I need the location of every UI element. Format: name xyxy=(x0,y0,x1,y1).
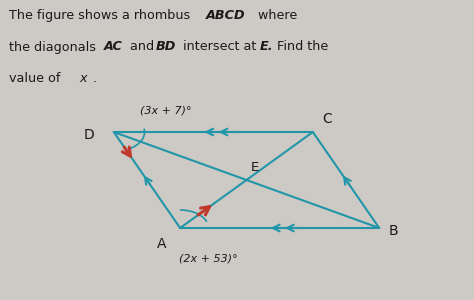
Text: D: D xyxy=(84,128,95,142)
Text: value of: value of xyxy=(9,72,65,85)
Text: x: x xyxy=(80,72,87,85)
Text: intersect at: intersect at xyxy=(179,40,261,53)
Text: A: A xyxy=(156,237,166,251)
Text: (2x + 53)°: (2x + 53)° xyxy=(179,254,238,263)
Text: (3x + 7)°: (3x + 7)° xyxy=(140,106,191,116)
Text: E.: E. xyxy=(260,40,273,53)
Text: B: B xyxy=(389,224,398,238)
Text: ABCD: ABCD xyxy=(206,9,246,22)
Text: the diagonals: the diagonals xyxy=(9,40,100,53)
Text: where: where xyxy=(254,9,297,22)
Text: E: E xyxy=(251,161,259,174)
Text: BD: BD xyxy=(155,40,176,53)
Text: AC: AC xyxy=(103,40,122,53)
Text: The figure shows a rhombus: The figure shows a rhombus xyxy=(9,9,195,22)
Text: .: . xyxy=(93,72,97,85)
Text: Find the: Find the xyxy=(273,40,328,53)
Text: and: and xyxy=(126,40,158,53)
Text: C: C xyxy=(322,112,332,126)
